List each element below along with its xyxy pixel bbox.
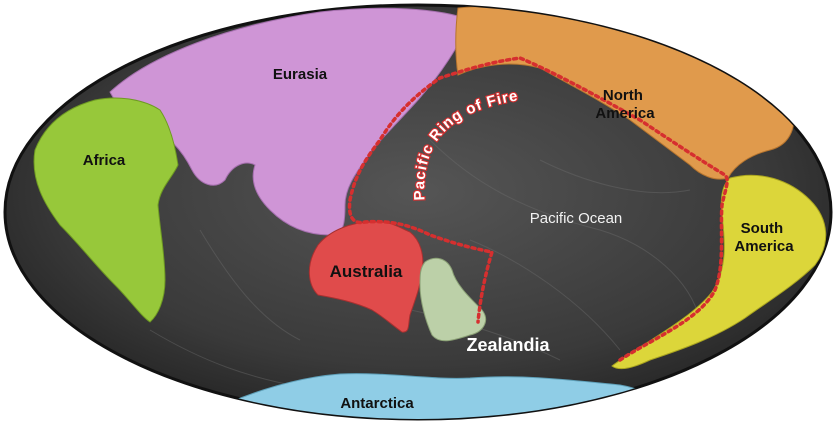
south-america-landmass — [611, 174, 827, 370]
zealandia-landmass — [419, 257, 486, 342]
label-zealandia: Zealandia — [466, 335, 550, 355]
label-south-america: South America — [734, 220, 794, 255]
label-africa: Africa — [83, 152, 126, 169]
label-north-america: North America — [595, 87, 655, 122]
ring-of-fire-line — [347, 56, 729, 362]
label-eurasia: Eurasia — [273, 66, 328, 83]
label-south-america-line1: South — [741, 220, 784, 237]
label-australia: Australia — [330, 262, 403, 281]
label-pacific-ocean: Pacific Ocean — [530, 210, 623, 227]
label-north-america-line1: North — [603, 87, 643, 104]
label-south-america-line2: America — [734, 238, 794, 255]
label-antarctica: Antarctica — [340, 395, 414, 412]
africa-landmass — [33, 97, 179, 323]
label-north-america-line2: America — [595, 105, 655, 122]
eurasia-landmass — [109, 7, 471, 236]
